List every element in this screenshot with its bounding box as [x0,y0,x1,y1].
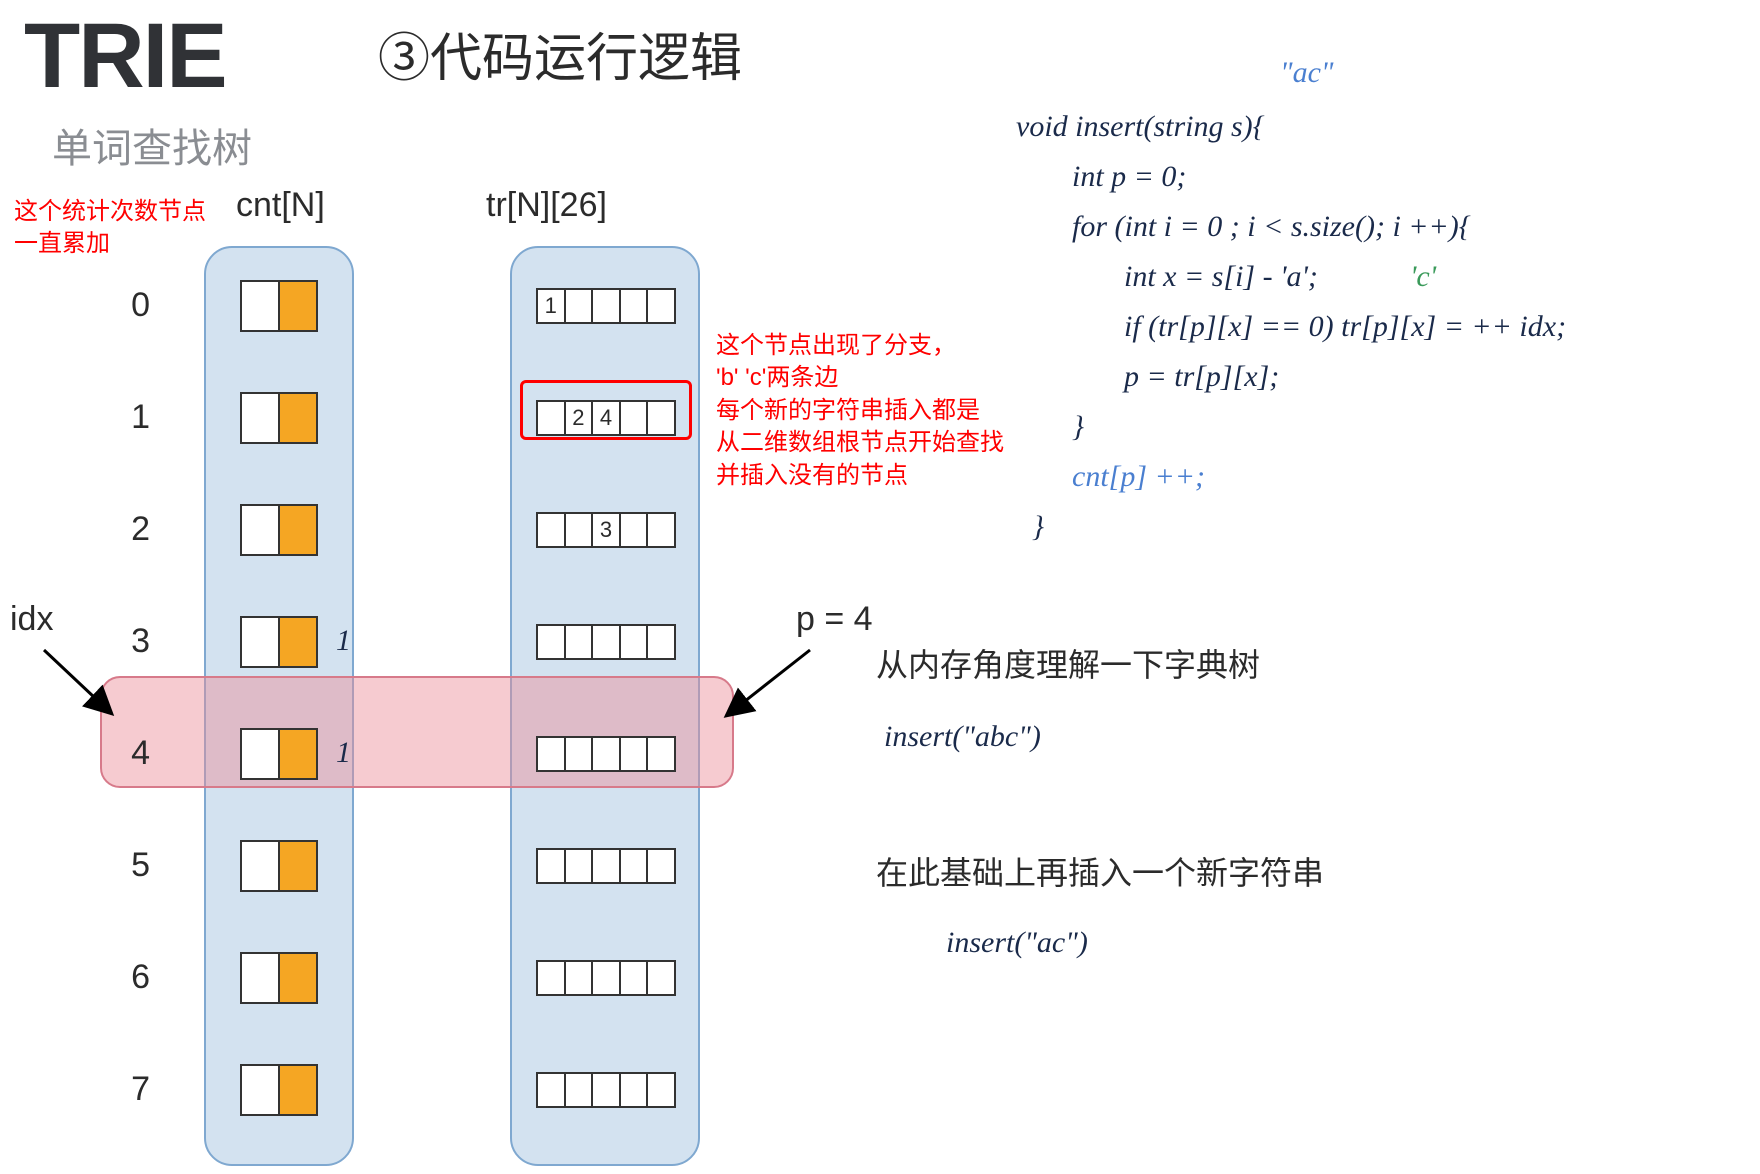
code-line: int p = 0; [1072,160,1186,194]
branch-highlight-box [520,380,692,440]
code-line: int x = s[i] - 'a'; [1124,260,1318,294]
row-index: 3 [110,622,150,661]
cnt-cell [240,1064,318,1116]
code-inline-c: 'c' [1410,260,1436,294]
code-line: void insert(string s){ [1016,110,1265,144]
red-note-left: 这个统计次数节点 一直累加 [14,196,206,261]
p-arrow-icon [0,0,1,1]
row-index: 1 [110,398,150,437]
tr-cell [536,848,676,884]
tr-cell [536,960,676,996]
code-line: for (int i = 0 ; i < s.size(); i ++){ [1072,210,1471,244]
cnt-cell [240,952,318,1004]
row-index: 7 [110,1070,150,1109]
row-index: 2 [110,510,150,549]
tr-array-label: tr[N][26] [486,186,607,225]
tr-cell [536,624,676,660]
tr-cell: 1 [536,288,676,324]
tr-cell [536,736,676,772]
p-label: p = 4 [796,600,873,639]
code-line: if (tr[p][x] == 0) tr[p][x] = ++ idx; [1124,310,1566,344]
cnt-array-label: cnt[N] [236,186,325,225]
cnt-cell [240,840,318,892]
code-top-comment: "ac" [1280,56,1334,90]
row-index: 6 [110,958,150,997]
tr-cell: 3 [536,512,676,548]
page-subtitle: 单词查找树 [52,116,252,174]
code-line: p = tr[p][x]; [1124,360,1279,394]
code-line: } [1032,510,1044,544]
cnt-cell [240,728,318,780]
insert-call-1: insert("abc") [884,720,1041,754]
cnt-cell [240,616,318,668]
code-line: } [1072,410,1084,444]
explain-line-1: 从内存角度理解一下字典树 [876,640,1260,686]
explain-line-2: 在此基础上再插入一个新字符串 [876,848,1324,894]
row-index: 5 [110,846,150,885]
row-index: 4 [110,734,150,773]
cnt-value: 1 [336,624,351,658]
cnt-cell [240,392,318,444]
cnt-cell [240,504,318,556]
insert-call-2: insert("ac") [946,926,1088,960]
idx-label: idx [10,600,53,639]
cnt-cell [240,280,318,332]
section-title: ③代码运行逻辑 [378,16,742,91]
row-index: 0 [110,286,150,325]
page-title: TRIE [24,4,226,109]
tr-cell [536,1072,676,1108]
code-line: cnt[p] ++; [1072,460,1205,494]
red-note-right: 这个节点出现了分支， 'b' 'c'两条边 每个新的字符串插入都是 从二维数组根… [716,330,1004,492]
cnt-value: 1 [336,736,351,770]
